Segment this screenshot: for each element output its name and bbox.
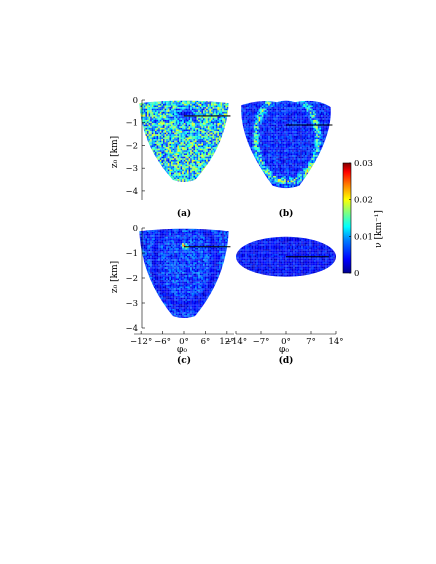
x-tick-label-d-0: −14°: [225, 337, 247, 347]
y-tick-label-a-1: −1: [125, 119, 138, 129]
y-tick-label-c-0: 0: [133, 224, 138, 234]
x-axis-label-c: φ₀: [177, 345, 187, 355]
colorbar: 0.03 0.02 0.01 0 ν [km⁻¹]: [342, 159, 384, 279]
x-tick-label-d-3: 7°: [306, 337, 316, 347]
colorbar-ticks: 0.03 0.02 0.01 0: [349, 159, 373, 279]
y-tick-label-c-1: −1: [125, 249, 138, 259]
panel-label-d: (d): [279, 355, 294, 366]
density-field-a: [139, 100, 229, 182]
x-tick-label-c-0: −12°: [130, 337, 152, 347]
panel-c: 0 −1 −2 −3 −4 −12° −6° 0° 6° 12°: [125, 224, 234, 347]
y-tick-label-a-2: −2: [125, 141, 138, 151]
density-field-c: [139, 228, 229, 318]
colorbar-tick-label-3: 0: [354, 269, 359, 279]
panel-d: −14° −7° 0° 7° 14°: [225, 236, 344, 347]
y-tick-label-a-0: 0: [133, 96, 138, 106]
panel-label-b: (b): [279, 208, 294, 219]
panel-a: 0 −1 −2 −3 −4: [125, 96, 231, 200]
panel-b: [241, 100, 333, 189]
panel-label-c: (c): [177, 355, 191, 366]
y-tick-label-c-2: −2: [125, 274, 138, 284]
y-axis-label-bottom: z₀ [km]: [110, 261, 120, 293]
colorbar-tick-label-0: 0.03: [354, 159, 373, 169]
x-tick-label-d-1: −7°: [253, 337, 270, 347]
colorbar-tick-label-2: 0.01: [354, 232, 373, 242]
x-tick-label-c-3: 6°: [201, 337, 211, 347]
colorbar-gradient: [342, 162, 352, 274]
x-tick-label-d-2: 0°: [281, 337, 291, 347]
density-field-b: [241, 100, 331, 189]
x-tick-label-c-4: 12°: [219, 337, 234, 347]
y-tick-label-c-3: −3: [125, 299, 138, 309]
y-axis-label-top: z₀ [km]: [110, 136, 120, 168]
x-axis-label-d: φ₀: [279, 345, 289, 355]
y-tick-label-a-4: −4: [125, 187, 138, 197]
panel-label-a: (a): [177, 208, 191, 219]
x-tick-label-c-2: 0°: [179, 337, 189, 347]
y-tick-label-a-3: −3: [125, 164, 138, 174]
colorbar-label: ν [km⁻¹]: [374, 210, 384, 248]
colorbar-tick-label-1: 0.02: [354, 196, 373, 206]
x-tick-label-c-1: −6°: [154, 337, 171, 347]
x-tick-label-d-4: 14°: [328, 337, 343, 347]
y-tick-label-c-4: −4: [125, 324, 138, 334]
